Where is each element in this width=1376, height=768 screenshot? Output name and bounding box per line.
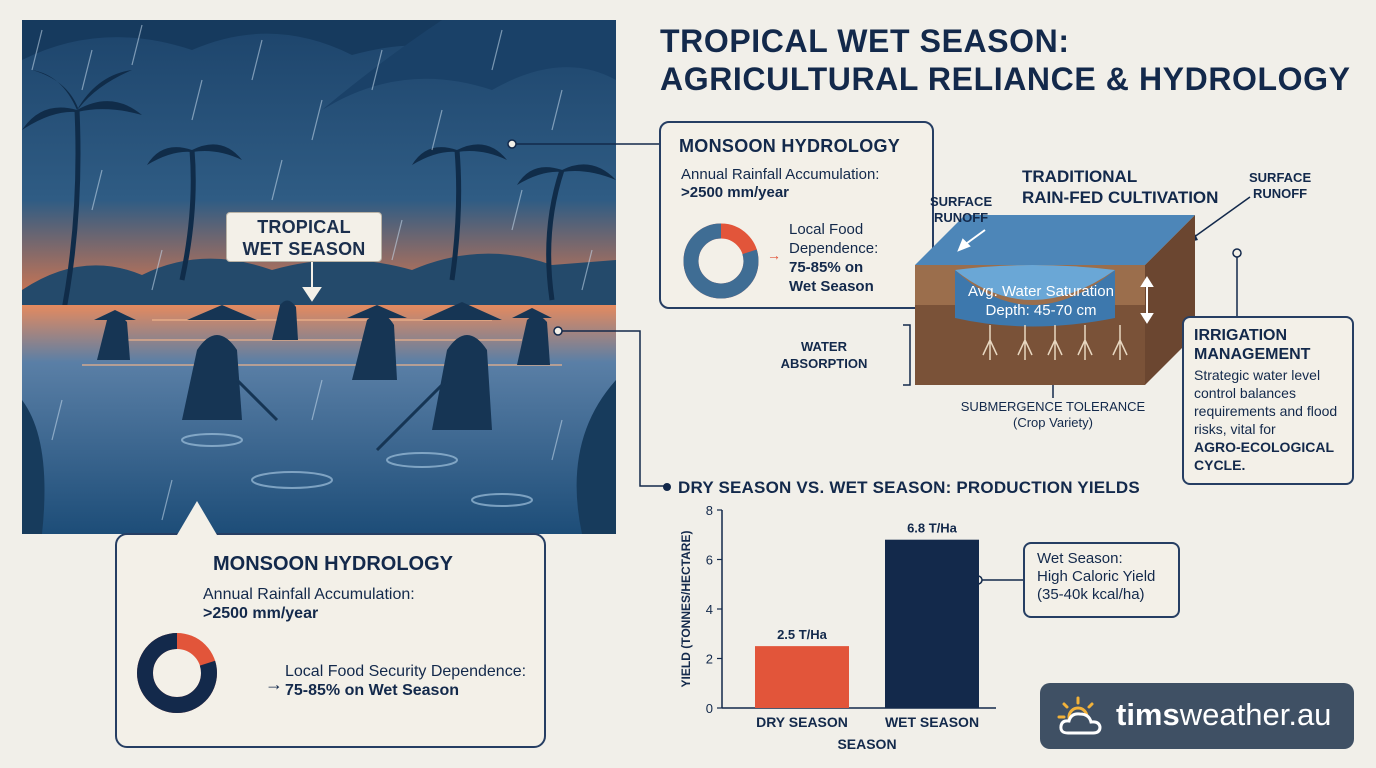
dependence-text: Local Food Dependence: 75-85% on Wet Sea… bbox=[789, 220, 878, 296]
water-absorption-label: WATER ABSORPTION bbox=[772, 338, 876, 372]
callout-title: MONSOON HYDROLOGY bbox=[213, 553, 454, 575]
callout-pointer bbox=[177, 501, 217, 535]
runoff-right-line2: RUNOFF bbox=[1252, 186, 1308, 201]
rainfall-label: Annual Rainfall Accumulation: bbox=[681, 166, 880, 183]
monsoon-scene-art bbox=[22, 20, 616, 534]
y-tick-label: 4 bbox=[706, 602, 713, 617]
irrigation-emphasis-line2: CYCLE. bbox=[1194, 457, 1246, 473]
x-axis-title: SEASON bbox=[837, 736, 896, 752]
brand-badge[interactable]: timsweather.au bbox=[1040, 683, 1354, 749]
x-category-label: DRY SEASON bbox=[756, 714, 848, 730]
dependence-line2: Dependence: bbox=[789, 240, 879, 257]
runoff-right-line1: SURFACE bbox=[1249, 170, 1312, 185]
scene-label-line2: WET SEASON bbox=[242, 239, 366, 259]
saturation-line1: Avg. Water Saturation bbox=[968, 283, 1114, 300]
diagram-title-line2: RAIN-FED CULTIVATION bbox=[1022, 188, 1219, 207]
submergence-tolerance-label: SUBMERGENCE TOLERANCE (Crop Variety) bbox=[950, 399, 1156, 431]
irrigation-title-line1: IRRIGATION bbox=[1194, 327, 1288, 344]
irrigation-body: Strategic water level control balances r… bbox=[1194, 367, 1338, 437]
brand-name-bold: tims bbox=[1116, 697, 1180, 732]
bar-value-label: 6.8 T/Ha bbox=[907, 521, 958, 536]
rice-field-illustration bbox=[22, 20, 616, 534]
surface-runoff-right-label: SURFACE RUNOFF bbox=[1249, 170, 1311, 202]
brand-name-regular: weather.au bbox=[1179, 697, 1332, 732]
scene-label: TROPICAL WET SEASON bbox=[226, 212, 382, 262]
runoff-left-line1: SURFACE bbox=[930, 194, 993, 209]
saturation-line2: Depth: 45-70 cm bbox=[985, 302, 1097, 319]
brand-name: timsweather.au bbox=[1116, 697, 1331, 733]
rainfall-label: Annual Rainfall Accumulation: bbox=[203, 586, 415, 603]
y-tick-label: 2 bbox=[706, 652, 713, 667]
bar-dry-season bbox=[755, 646, 849, 708]
rainfall-value: >2500 mm/year bbox=[681, 184, 790, 201]
wet-note-line2: High Caloric Yield bbox=[1037, 568, 1156, 585]
surface-runoff-left-label: SURFACE RUNOFF bbox=[930, 194, 992, 226]
submergence-line1: SUBMERGENCE TOLERANCE bbox=[960, 399, 1146, 414]
dependence-line4: Wet Season bbox=[789, 278, 874, 295]
callout-title: MONSOON HYDROLOGY bbox=[679, 136, 901, 156]
diagram-title-line1: TRADITIONAL bbox=[1022, 167, 1138, 186]
sun-cloud-icon bbox=[1057, 696, 1102, 735]
bar-value-label: 2.5 T/Ha bbox=[777, 627, 828, 642]
absorption-line1: WATER bbox=[801, 339, 847, 354]
wet-note-line1: Wet Season: bbox=[1037, 550, 1123, 567]
dependence-line3: 75-85% on bbox=[789, 259, 864, 276]
food-dependence-donut bbox=[683, 223, 759, 299]
monsoon-hydrology-callout-right: MONSOON HYDROLOGY Annual Rainfall Accumu… bbox=[659, 121, 934, 309]
bar-wet-season bbox=[885, 539, 979, 708]
arrow-icon: → bbox=[265, 674, 283, 694]
runoff-left-line2: RUNOFF bbox=[933, 210, 989, 225]
arrow-icon: → bbox=[767, 247, 781, 263]
rainfall-value: >2500 mm/year bbox=[203, 605, 319, 622]
diagram-title: TRADITIONAL RAIN-FED CULTIVATION bbox=[1022, 166, 1218, 208]
irrigation-management-box: IRRIGATION MANAGEMENT Strategic water le… bbox=[1182, 316, 1354, 485]
y-axis-title: YIELD (TONNES/HECTARE) bbox=[679, 531, 693, 688]
submergence-line2: (Crop Variety) bbox=[1013, 415, 1093, 430]
wet-season-note: Wet Season: High Caloric Yield (35-40k k… bbox=[1023, 542, 1180, 618]
dependence-value: 75-85% on Wet Season bbox=[285, 682, 459, 699]
irrigation-title: IRRIGATION MANAGEMENT bbox=[1194, 326, 1346, 364]
chart-heading: DRY SEASON VS. WET SEASON: PRODUCTION YI… bbox=[678, 478, 1140, 497]
scene-label-line1: TROPICAL bbox=[257, 217, 351, 237]
dependence-line1: Local Food bbox=[789, 221, 864, 238]
monsoon-hydrology-callout-left: MONSOON HYDROLOGY Annual Rainfall Accumu… bbox=[115, 501, 546, 748]
irrigation-title-line2: MANAGEMENT bbox=[1194, 346, 1311, 363]
y-tick-label: 6 bbox=[706, 553, 713, 568]
absorption-line2: ABSORPTION bbox=[780, 356, 868, 371]
dependence-label: Local Food Security Dependence: bbox=[285, 663, 527, 680]
food-dependence-donut bbox=[137, 633, 217, 713]
page-title-line1: TROPICAL WET SEASON: bbox=[660, 23, 1070, 59]
x-category-label: WET SEASON bbox=[885, 714, 979, 730]
wet-note-line3: (35-40k kcal/ha) bbox=[1037, 586, 1145, 603]
irrigation-emphasis-line1: AGRO-ECOLOGICAL bbox=[1194, 439, 1334, 455]
water-saturation-label: Avg. Water Saturation Depth: 45-70 cm bbox=[956, 282, 1126, 320]
y-tick-label: 0 bbox=[706, 701, 713, 716]
page-title-line2: AGRICULTURAL RELIANCE & HYDROLOGY bbox=[660, 61, 1351, 97]
page-title: TROPICAL WET SEASON: AGRICULTURAL RELIAN… bbox=[660, 22, 1351, 98]
yield-bar-chart: 0 2 4 6 8 YIELD (TONNES/HECTARE) 2.5 T/Ha DRY S… bbox=[679, 503, 996, 752]
y-tick-label: 8 bbox=[706, 503, 713, 518]
